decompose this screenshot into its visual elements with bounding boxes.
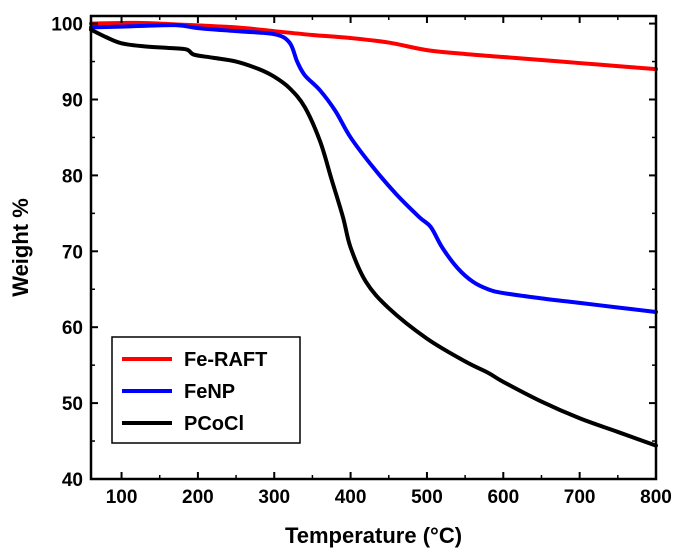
legend-label: PCoCl [184,413,244,435]
legend-label: FeNP [184,381,235,403]
x-tick-label: 700 [564,487,596,508]
y-tick-label: 50 [62,394,83,415]
series-line-pcocl [89,27,658,448]
y-tick-label: 100 [51,15,83,36]
x-axis-title: Temperature (°C) [285,523,462,548]
x-tick-label: 100 [106,487,138,508]
x-tick-label: 500 [411,487,443,508]
y-tick-label: 60 [62,318,83,339]
x-tick-label: 800 [640,487,672,508]
x-tick-label: 400 [335,487,367,508]
legend: Fe-RAFT FeNP PCoCl [111,336,301,444]
x-tick-label: 300 [258,487,290,508]
x-tick-label: 200 [182,487,214,508]
y-tick-label: 90 [62,90,83,111]
x-tick-label: 600 [487,487,519,508]
y-axis-title: Weight % [8,198,33,297]
y-axis: 40 50 60 70 80 90 100 [51,15,656,491]
y-tick-label: 80 [62,166,83,187]
plot-frame [89,14,658,481]
series-curves [89,20,658,448]
y-tick-label: 40 [62,470,83,491]
series-line-fe-raft [89,20,658,72]
legend-label: Fe-RAFT [184,349,267,371]
x-axis: 100 200 300 400 500 600 700 800 [106,16,672,508]
series-line-fenp [89,23,658,315]
y-tick-label: 70 [62,242,83,263]
